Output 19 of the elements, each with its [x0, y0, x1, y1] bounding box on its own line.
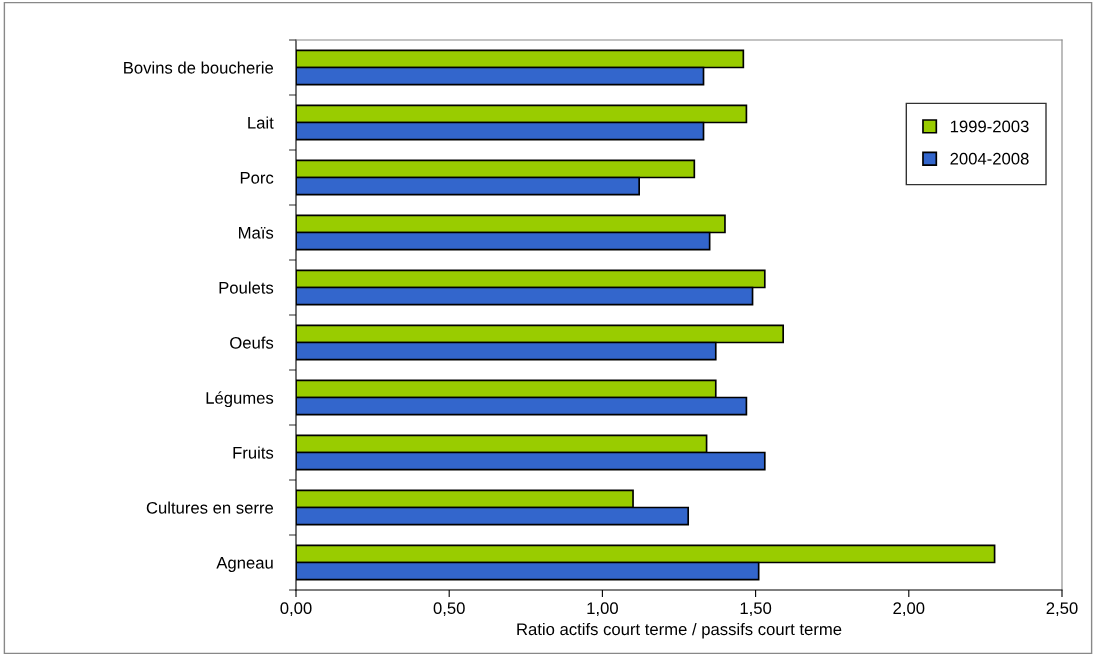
y-tick-label: Bovins de boucherie: [124, 61, 274, 74]
y-tick-label: Lait: [248, 116, 274, 129]
x-tick-label: 2,00: [893, 602, 925, 617]
y-tick-label: Fruits: [233, 446, 274, 459]
x-tick-label: 1,50: [740, 602, 772, 617]
y-tick-label: Cultures en serre: [146, 501, 274, 514]
y-tick-label: Oeufs: [230, 336, 274, 349]
x-tick-label: 1,00: [587, 602, 618, 617]
x-tick-label: 2,50: [1046, 602, 1078, 617]
y-tick-label: Poulets: [219, 281, 274, 294]
y-tick-label: Légumes: [206, 391, 274, 408]
legend-label: 1999-2003: [950, 120, 1029, 133]
x-axis-title: Ratio actifs court terme / passifs court terme: [517, 622, 842, 639]
x-tick-label: 0,50: [433, 602, 465, 617]
y-tick-label: Maïs: [239, 227, 274, 239]
y-tick-label: Agneau: [216, 557, 273, 572]
y-tick-label: Porc: [240, 172, 274, 184]
legend-label: 2004-2008: [950, 152, 1029, 165]
x-tick-label: 0,00: [280, 602, 312, 617]
